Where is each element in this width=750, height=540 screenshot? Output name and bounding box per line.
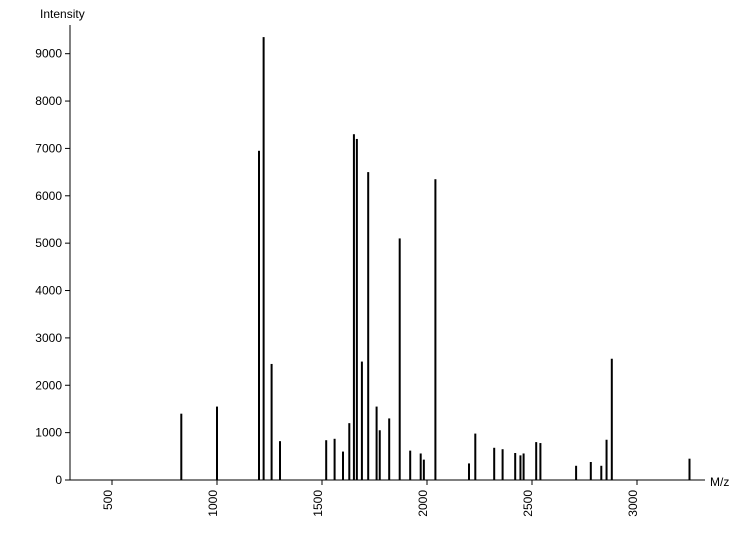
y-tick-label: 2000: [35, 378, 62, 392]
peak-bar: [263, 37, 265, 480]
peak-bar: [325, 440, 327, 480]
peak-bar: [420, 453, 422, 480]
peak-bar: [348, 423, 350, 480]
peak-bar: [689, 459, 691, 480]
x-tick-label: 2000: [416, 490, 430, 517]
y-tick-label: 3000: [35, 331, 62, 345]
peak-bar: [367, 172, 369, 480]
chart-background: [0, 0, 750, 540]
peak-bar: [606, 440, 608, 480]
peak-bar: [539, 443, 541, 480]
x-tick-label: 2500: [521, 490, 535, 517]
y-tick-label: 0: [55, 473, 62, 487]
peak-bar: [258, 151, 260, 480]
peak-bar: [423, 460, 425, 480]
peak-bar: [353, 134, 355, 480]
y-tick-label: 7000: [35, 141, 62, 155]
peak-bar: [611, 359, 613, 480]
peak-bar: [376, 407, 378, 480]
peak-bar: [575, 466, 577, 480]
peak-bar: [493, 448, 495, 480]
peak-bar: [519, 455, 521, 480]
peak-bar: [409, 451, 411, 480]
peak-bar: [468, 463, 470, 480]
y-tick-label: 8000: [35, 94, 62, 108]
peak-bar: [356, 139, 358, 480]
mass-spectrum-chart: 0 1000 2000 3000 4000 5000 6000 7000 8000 9000 500…: [0, 0, 750, 540]
peak-bar: [361, 362, 363, 480]
y-tick-label: 1000: [35, 426, 62, 440]
peak-bar: [342, 452, 344, 480]
peak-bar: [279, 441, 281, 480]
peak-bar: [502, 449, 504, 480]
peak-bar: [334, 439, 336, 480]
peak-bar: [535, 442, 537, 480]
x-tick-label: 500: [101, 490, 115, 510]
chart-svg: 0 1000 2000 3000 4000 5000 6000 7000 8000 9000 500…: [0, 0, 750, 540]
peak-bar: [600, 466, 602, 480]
peak-bar: [474, 434, 476, 480]
peak-bar: [180, 414, 182, 480]
x-tick-label: 1000: [206, 490, 220, 517]
peak-bar: [388, 418, 390, 480]
peak-bar: [523, 453, 525, 480]
y-axis-title: Intensity: [40, 7, 85, 21]
y-tick-label: 4000: [35, 284, 62, 298]
y-tick-label: 5000: [35, 236, 62, 250]
peak-bar: [399, 238, 401, 480]
x-axis-title: M/z: [710, 475, 729, 489]
x-tick-label: 3000: [626, 490, 640, 517]
peak-bar: [379, 430, 381, 480]
peak-bar: [271, 364, 273, 480]
x-tick-label: 1500: [311, 490, 325, 517]
peak-bar: [590, 462, 592, 480]
peak-bar: [216, 407, 218, 480]
y-tick-label: 6000: [35, 189, 62, 203]
y-tick-label: 9000: [35, 47, 62, 61]
peak-bar: [434, 179, 436, 480]
peak-bar: [514, 453, 516, 480]
